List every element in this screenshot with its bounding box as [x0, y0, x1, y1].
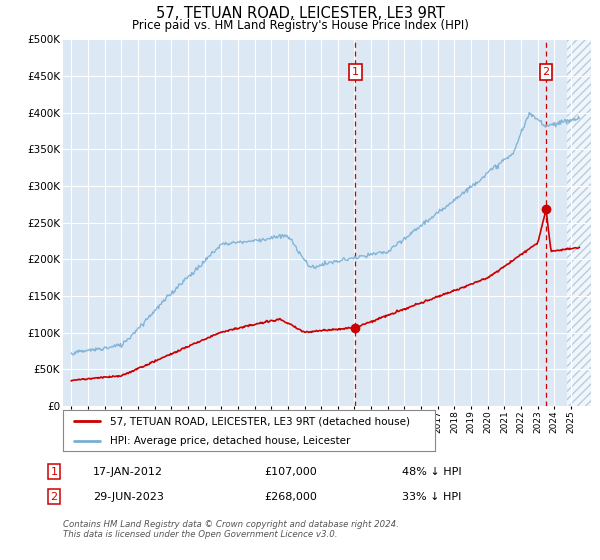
- Bar: [567, 39, 591, 406]
- Text: 2: 2: [50, 492, 58, 502]
- Text: £268,000: £268,000: [264, 492, 317, 502]
- Text: 29-JUN-2023: 29-JUN-2023: [93, 492, 164, 502]
- Text: Contains HM Land Registry data © Crown copyright and database right 2024.
This d: Contains HM Land Registry data © Crown c…: [63, 520, 399, 539]
- Text: 17-JAN-2012: 17-JAN-2012: [93, 466, 163, 477]
- Bar: [567, 39, 591, 406]
- Text: 1: 1: [50, 466, 58, 477]
- Text: £107,000: £107,000: [264, 466, 317, 477]
- Text: 48% ↓ HPI: 48% ↓ HPI: [402, 466, 461, 477]
- Text: Price paid vs. HM Land Registry's House Price Index (HPI): Price paid vs. HM Land Registry's House …: [131, 19, 469, 32]
- Text: 33% ↓ HPI: 33% ↓ HPI: [402, 492, 461, 502]
- Text: 57, TETUAN ROAD, LEICESTER, LE3 9RT: 57, TETUAN ROAD, LEICESTER, LE3 9RT: [155, 6, 445, 21]
- Text: 57, TETUAN ROAD, LEICESTER, LE3 9RT (detached house): 57, TETUAN ROAD, LEICESTER, LE3 9RT (det…: [110, 417, 409, 426]
- Text: 2: 2: [542, 67, 550, 77]
- Text: 1: 1: [352, 67, 359, 77]
- Text: HPI: Average price, detached house, Leicester: HPI: Average price, detached house, Leic…: [110, 436, 350, 446]
